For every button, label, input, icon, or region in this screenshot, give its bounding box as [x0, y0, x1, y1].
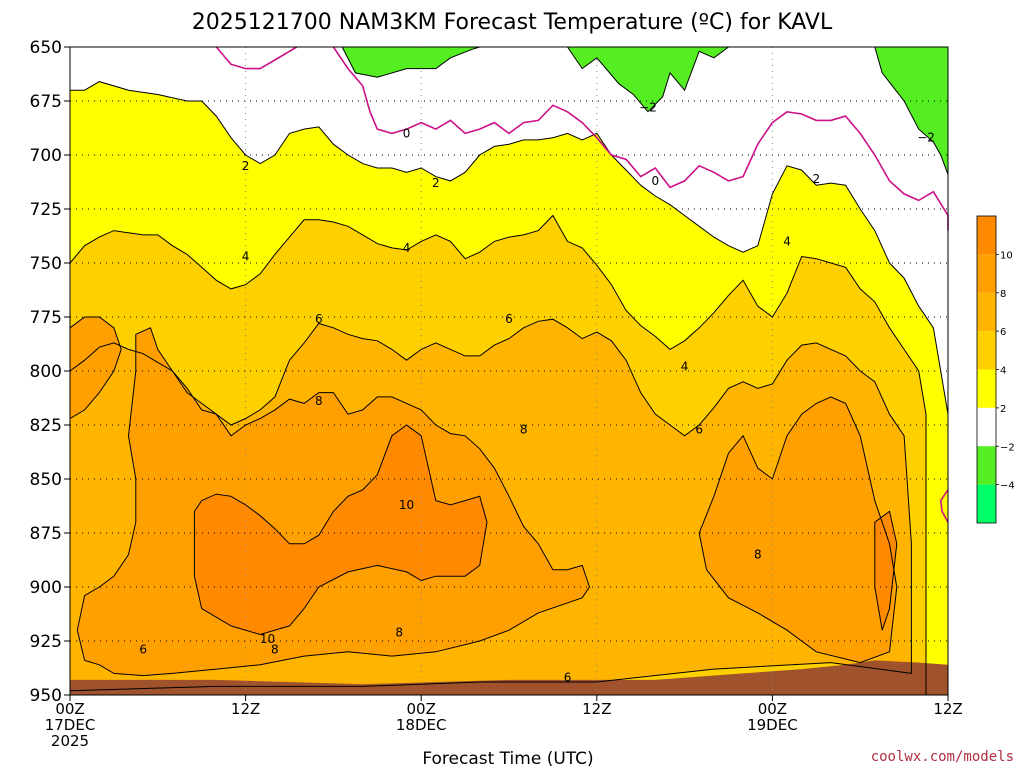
x-tick-label: 18DEC: [396, 716, 447, 734]
isotherm-lines: [69, 46, 949, 696]
colorbar-swatch: [977, 292, 996, 332]
isotherm-label: 4: [681, 360, 689, 374]
isotherm-label: 2: [242, 159, 250, 173]
temp-region-10: [194, 425, 487, 635]
y-tick-label: 800: [30, 362, 62, 382]
isotherm-label: 6: [139, 643, 147, 657]
temp-region--2: [874, 47, 948, 175]
isotherm-label: 8: [520, 422, 528, 436]
isotherm-label: −2: [639, 100, 657, 114]
colorbar-swatch: [977, 369, 996, 408]
isotherm-8-line: [69, 316, 122, 420]
x-tick-label: 19DEC: [747, 716, 798, 734]
isotherm-label: 2: [812, 172, 820, 186]
y-tick-label: 925: [30, 632, 62, 652]
colorbar-swatch: [977, 254, 996, 293]
colorbar-label: −4: [1000, 481, 1015, 492]
colorbar: 10 8 6 4 2 −2 −4: [976, 215, 1015, 524]
temperature-fills: [70, 47, 948, 696]
isotherm-label: 6: [505, 312, 513, 326]
isotherm-10-line: [193, 424, 488, 636]
isotherm--2-line: [341, 46, 480, 78]
isotherm-label: 4: [783, 234, 791, 248]
x-axis-title: Forecast Time (UTC): [422, 749, 593, 768]
y-tick-label: 850: [30, 470, 62, 490]
isotherm--2-line: [566, 46, 731, 113]
isotherm-6-line: [69, 318, 912, 692]
isotherm-label: 8: [271, 643, 279, 657]
isotherm-label: −2: [917, 131, 935, 145]
isotherm-8-line: [698, 396, 898, 664]
isotherm-label: 2: [432, 176, 440, 190]
x-tick-label: 12Z: [933, 700, 962, 718]
isotherm-label: 0: [652, 174, 660, 188]
isotherm-0-line: [215, 46, 298, 70]
colorbar-label: −2: [1000, 442, 1015, 453]
isotherm-label: 8: [754, 548, 762, 562]
y-axis: 650 675 700 725 750 775 800 825 850 875 900 925 950: [30, 38, 70, 706]
y-tick-label: 725: [30, 200, 62, 220]
temp-region--2: [342, 47, 480, 78]
y-tick-label: 900: [30, 578, 62, 598]
temp-region--2: [567, 47, 729, 112]
colorbar-swatch: [977, 407, 996, 447]
y-tick-label: 825: [30, 416, 62, 436]
isotherm-10-line: [874, 510, 898, 631]
isotherm-label: 0: [403, 126, 411, 140]
isotherm-8-line: [76, 327, 591, 677]
y-tick-label: 950: [30, 686, 62, 706]
isotherm-0-line: [939, 489, 949, 523]
colorbar-label: 8: [1000, 289, 1006, 300]
colorbar-swatch: [977, 331, 996, 370]
isotherm-2-line: [69, 81, 949, 696]
temp-region-8: [70, 317, 122, 419]
colorbar-label: 2: [1000, 404, 1006, 415]
colorbar-swatch: [977, 446, 996, 485]
isotherm-label: 6: [564, 671, 572, 685]
x-tick-label: 12Z: [231, 700, 260, 718]
grid-lines: [70, 47, 948, 695]
x-tick-label: 2025: [51, 732, 89, 750]
x-tick-label: 00Z: [407, 700, 436, 718]
isotherm-label: 8: [315, 394, 323, 408]
y-tick-label: 675: [30, 92, 62, 112]
isotherm-label: 10: [260, 632, 275, 646]
isotherm-label: 6: [695, 422, 703, 436]
isotherm-label: 4: [403, 241, 411, 255]
isotherm-label: 8: [395, 625, 403, 639]
colorbar-label: 6: [1000, 327, 1006, 338]
temp-region-8: [699, 396, 897, 663]
temp-region-10: [874, 511, 897, 631]
isotherm-4-line: [69, 214, 927, 696]
colorbar-swatch: [977, 216, 996, 255]
y-tick-label: 650: [30, 38, 62, 58]
isotherm-label: 4: [242, 250, 250, 264]
y-tick-label: 700: [30, 146, 62, 166]
colorbar-swatch: [977, 484, 996, 523]
y-tick-label: 750: [30, 254, 62, 274]
credit-link[interactable]: coolwx.com/models: [871, 749, 1014, 765]
x-tick-label: 00Z: [758, 700, 787, 718]
colorbar-label: 4: [1000, 366, 1006, 377]
isotherm-0-line: [332, 46, 949, 231]
colorbar-label: 10: [1000, 250, 1013, 261]
x-tick-label: 12Z: [582, 700, 611, 718]
x-tick-label: 17DEC: [45, 716, 96, 734]
isotherm-label: 6: [315, 312, 323, 326]
y-tick-label: 875: [30, 524, 62, 544]
x-tick-label: 00Z: [55, 700, 84, 718]
chart-title: 2025121700 NAM3KM Forecast Temperature (…: [192, 10, 833, 35]
isotherm-label: 10: [399, 498, 414, 512]
y-tick-label: 775: [30, 308, 62, 328]
